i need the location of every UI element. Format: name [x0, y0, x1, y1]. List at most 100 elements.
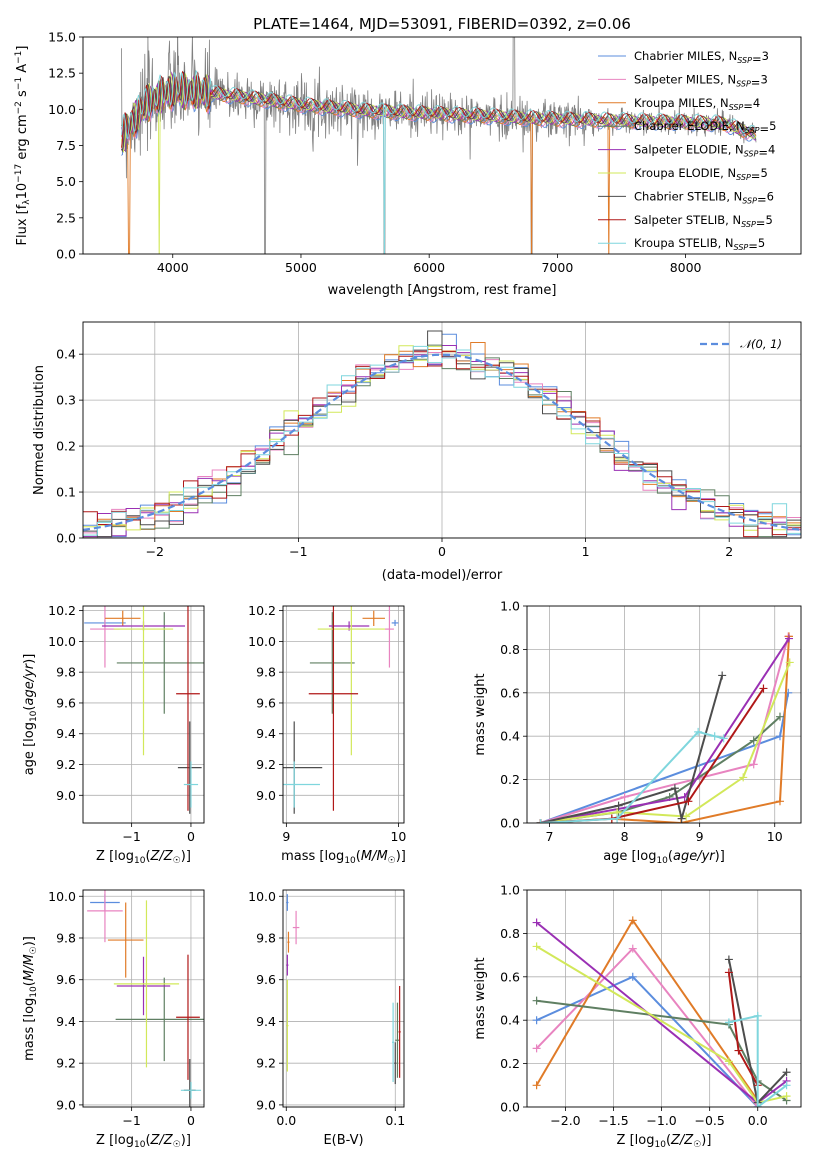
- x-tick-label: 0.0: [748, 1113, 768, 1128]
- y-tick-label: 9.8: [56, 665, 76, 680]
- y-tick-label: 0.4: [500, 1013, 520, 1028]
- weight-marker: [620, 792, 629, 801]
- y-tick-label: 10.2: [248, 603, 276, 618]
- x-tick-label: 10: [767, 829, 783, 844]
- weight-line-0: [536, 975, 759, 1107]
- y-tick-label: 9.8: [256, 930, 276, 945]
- panel-5: −1 0 9.0 9.2 9.4 9.6 9.8 10.0 Z [log10(Z/Z☉)] mas…: [22, 889, 205, 1150]
- x-axis-label: wavelength [Angstrom, rest frame]: [328, 283, 557, 298]
- y-tick-label: 0.0: [500, 1100, 520, 1115]
- y-tick-label: 10.2: [48, 603, 76, 618]
- y-tick-label: 0.0: [500, 816, 520, 831]
- weight-marker: [724, 1018, 733, 1027]
- panel-1: −2 −1 0 1 2 0.0 0.1 0.2 0.3 0.4 (data-model)/error…: [32, 321, 802, 583]
- weight-marker: [684, 797, 693, 806]
- x-tick-label: 2: [725, 544, 733, 559]
- weight-line-2: [540, 636, 790, 823]
- legend-label: Kroupa ELODIE, NSSP=5: [634, 166, 768, 183]
- weight-marker: [710, 732, 719, 741]
- weight-marker: [694, 727, 703, 736]
- y-axis-label: Normed distribution: [32, 365, 47, 495]
- x-axis-label: mass [log10(M/M☉)]: [281, 849, 406, 866]
- y-tick-label: 9.4: [256, 726, 276, 741]
- y-tick-label: 9.6: [56, 972, 76, 987]
- legend-label: 𝒩(0, 1): [740, 337, 782, 351]
- y-tick-label: 0.0: [56, 247, 76, 262]
- model-spectrum-7: [121, 70, 757, 148]
- x-tick-label: 4000: [157, 260, 189, 275]
- y-tick-label: 9.4: [256, 1014, 276, 1029]
- legend-label: Chabrier STELIB, NSSP=6: [634, 189, 774, 206]
- x-axis-label: age [log10(age/yr)]: [603, 849, 725, 866]
- weight-marker: [676, 819, 685, 823]
- y-axis-label: age [log10(age/yr)]: [22, 654, 39, 776]
- x-tick-label: 7: [546, 829, 554, 844]
- y-tick-label: 15.0: [48, 30, 76, 45]
- y-tick-label: 9.2: [56, 757, 76, 772]
- y-tick-label: 0.3: [56, 393, 76, 408]
- spectrum-legend: Chabrier MILES, NSSP=3 Salpeter MILES, NS…: [598, 49, 776, 253]
- axes-frame: [82, 321, 802, 539]
- y-tick-label: 0.1: [56, 485, 76, 500]
- y-tick-label: 10.0: [248, 634, 276, 649]
- plot-area-4: [527, 606, 801, 823]
- y-axis-label: Flux [fλ10−17 erg cm−2 s−1 A−1]: [14, 46, 32, 246]
- y-tick-label: 10.0: [48, 102, 76, 117]
- weight-line-6: [540, 675, 724, 823]
- x-axis-label: (data-model)/error: [382, 568, 503, 583]
- weight-marker: [784, 634, 793, 643]
- weight-marker: [532, 1016, 541, 1025]
- y-tick-label: 9.8: [256, 665, 276, 680]
- weight-marker: [734, 1046, 743, 1055]
- y-tick-label: 9.2: [56, 1056, 76, 1071]
- weight-marker: [532, 918, 541, 927]
- histogram-series-6: [83, 330, 801, 538]
- legend-label: Chabrier ELODIE, NSSP=5: [634, 119, 776, 136]
- weight-marker: [536, 819, 545, 823]
- x-tick-label: −2: [146, 544, 164, 559]
- weight-marker: [749, 736, 758, 745]
- weight-marker: [759, 684, 768, 693]
- legend-label: Salpeter ELODIE, NSSP=4: [634, 143, 775, 160]
- weight-marker: [753, 1011, 762, 1020]
- weight-marker: [775, 797, 784, 806]
- plot-area-7: [527, 890, 801, 1107]
- y-axis-label: mass weight: [473, 957, 488, 1039]
- y-tick-label: 0.6: [500, 685, 520, 700]
- weight-marker: [614, 801, 623, 810]
- weight-marker: [724, 968, 733, 977]
- x-tick-label: 10: [390, 829, 406, 844]
- y-tick-label: 0.4: [56, 347, 76, 362]
- weight-marker: [682, 812, 691, 821]
- panel-4: 7 8 9 10 0.0 0.2 0.4 0.6 0.8 1.0 age [log10(age/yr…: [473, 599, 802, 866]
- plot-area-6: [283, 890, 404, 1107]
- x-tick-label: 9: [282, 829, 290, 844]
- legend-label: Chabrier MILES, NSSP=3: [634, 49, 769, 66]
- weight-marker: [670, 784, 679, 793]
- weight-marker: [753, 1103, 762, 1107]
- weight-marker: [724, 955, 733, 964]
- weight-marker: [532, 942, 541, 951]
- y-tick-label: 0.0: [56, 531, 76, 546]
- panel-0: 4000 5000 6000 7000 8000 0.0 2.5 5.0 7.5 10.0 12.5…: [14, 30, 802, 298]
- weight-marker: [628, 972, 637, 981]
- axes-frame: [82, 36, 802, 255]
- y-tick-label: 9.6: [256, 695, 276, 710]
- weight-marker: [782, 1068, 791, 1077]
- panel-6: 0.0 0.1 9.0 9.2 9.4 9.6 9.8 10.0 E(B-V): [248, 889, 405, 1148]
- y-tick-label: 9.4: [56, 1014, 76, 1029]
- axes-frame: [282, 605, 405, 824]
- y-tick-label: 9.0: [256, 788, 276, 803]
- y-tick-label: 12.5: [48, 66, 76, 81]
- plot-area-2: [83, 606, 204, 823]
- y-tick-label: 7.5: [56, 138, 76, 153]
- normal-reference-curve: [83, 353, 801, 531]
- weight-marker: [677, 814, 686, 823]
- x-tick-label: 0: [187, 1113, 195, 1128]
- y-tick-label: 2.5: [56, 210, 76, 225]
- plot-area-3: [283, 606, 404, 823]
- y-tick-label: 10.0: [248, 889, 276, 904]
- y-axis-label: mass weight: [473, 673, 488, 755]
- x-axis-label: E(B-V): [323, 1133, 363, 1148]
- weight-marker: [785, 658, 794, 667]
